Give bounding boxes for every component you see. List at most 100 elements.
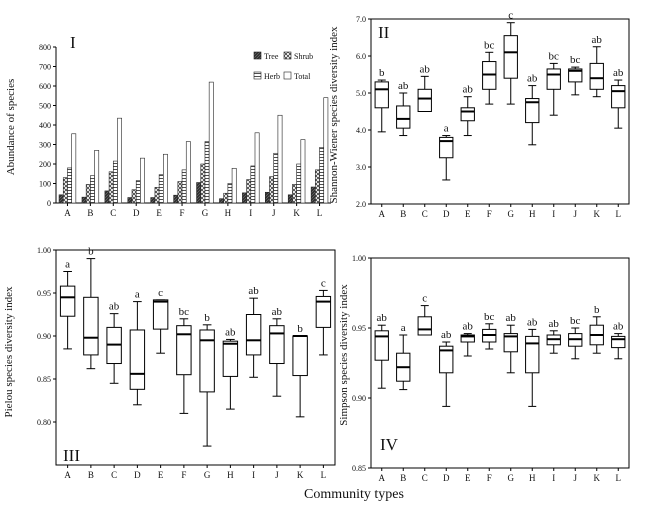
x-tick-label: I (552, 209, 555, 219)
bar-herb-F (181, 169, 187, 204)
x-tick-label: H (225, 208, 232, 218)
significance-label-C: c (422, 293, 427, 305)
x-tick-label: C (111, 470, 117, 480)
x-tick-label: H (227, 470, 234, 480)
x-tick-label: B (88, 470, 94, 480)
box-E (460, 107, 475, 122)
bar-shrub-D (131, 189, 137, 204)
plot-frame (55, 249, 336, 466)
y-tick-label: 500 (39, 102, 51, 111)
y-tick-label: 0.90 (352, 394, 366, 403)
box-B (83, 296, 99, 356)
bar-total-H (231, 167, 237, 204)
bar-shrub-F (177, 181, 183, 204)
bar-total-K (300, 139, 306, 204)
x-tick-label: L (616, 473, 622, 483)
box-K (292, 335, 308, 377)
figure-x-axis-label: Community types (304, 487, 404, 502)
y-tick-label: 3.0 (356, 163, 366, 172)
x-tick-label: A (64, 208, 71, 218)
x-tick-label: D (134, 470, 141, 480)
bar-total-I (254, 132, 260, 204)
panel-label-II: II (378, 23, 390, 42)
significance-label-C: ab (109, 301, 120, 313)
x-tick-label: I (552, 473, 555, 483)
significance-label-B: b (88, 246, 94, 258)
box-J (568, 68, 583, 83)
x-tick-label: I (249, 208, 252, 218)
y-tick-label: 0.80 (37, 418, 51, 427)
bar-shrub-J (269, 176, 275, 204)
bar-tree-B (81, 196, 87, 204)
box-A (374, 330, 389, 361)
y-tick-label: 2.0 (356, 200, 366, 209)
x-tick-label: E (158, 470, 164, 480)
y-axis-label-I: Abundance of species (5, 79, 17, 176)
box-G (503, 35, 518, 79)
x-tick-label: B (400, 209, 406, 219)
significance-label-A: ab (377, 312, 388, 324)
panel-label-IV: IV (380, 435, 399, 454)
bar-tree-K (287, 194, 293, 204)
y-tick-label: 6.0 (356, 52, 366, 61)
significance-label-K: ab (592, 34, 603, 46)
y-axis-label-II: Shannon-Wiener species diversity index (328, 26, 340, 204)
bar-shrub-B (85, 184, 91, 204)
y-tick-label: 0 (47, 199, 51, 208)
x-tick-label: G (204, 470, 211, 480)
box-L (611, 85, 626, 109)
x-tick-label: D (443, 209, 450, 219)
bar-tree-L (310, 186, 316, 204)
significance-label-E: c (158, 287, 163, 299)
legend-label-shrub: Shrub (294, 52, 313, 61)
x-tick-label: H (529, 209, 536, 219)
significance-label-J: ab (272, 306, 283, 318)
significance-label-F: bc (179, 306, 190, 318)
bar-herb-K (296, 163, 302, 204)
bar-shrub-A (62, 177, 68, 204)
y-tick-label: 400 (39, 121, 51, 130)
bar-herb-J (273, 152, 279, 204)
significance-label-D: ab (441, 329, 452, 341)
box-D (439, 136, 454, 159)
box-B (396, 105, 411, 129)
bar-shrub-K (292, 184, 297, 204)
bar-tree-H (219, 198, 224, 204)
bar-total-D (140, 157, 145, 204)
x-tick-label: B (400, 473, 406, 483)
significance-label-B: ab (398, 80, 409, 92)
bar-tree-I (242, 192, 247, 204)
significance-label-L: ab (613, 67, 624, 79)
x-tick-label: G (508, 209, 515, 219)
bar-herb-L (319, 147, 325, 204)
x-tick-label: E (465, 209, 471, 219)
bar-tree-A (58, 194, 64, 204)
plot-frame (370, 18, 630, 205)
significance-label-J: bc (570, 54, 581, 66)
bar-herb-G (204, 141, 210, 204)
significance-label-F: bc (484, 311, 495, 323)
bar-tree-G (196, 182, 202, 204)
x-tick-label: A (64, 470, 71, 480)
box-L (611, 335, 626, 349)
x-tick-label: C (110, 208, 116, 218)
box-K (589, 62, 604, 90)
x-tick-label: G (508, 473, 515, 483)
x-tick-label: H (529, 473, 536, 483)
significance-label-L: c (321, 277, 326, 289)
bar-herb-H (227, 183, 233, 204)
bar-tree-F (173, 194, 179, 204)
bar-tree-C (104, 190, 110, 204)
bar-shrub-G (200, 163, 206, 204)
significance-label-K: b (297, 323, 303, 335)
y-tick-label: 200 (39, 160, 51, 169)
bar-tree-E (150, 197, 156, 204)
significance-label-H: ab (527, 73, 538, 85)
x-tick-label: J (272, 208, 276, 218)
legend-label-tree: Tree (264, 52, 279, 61)
x-tick-label: E (156, 208, 162, 218)
legend-label-herb: Herb (264, 72, 280, 81)
x-tick-label: K (293, 208, 300, 218)
box-I (245, 314, 262, 356)
y-tick-label: 0.85 (37, 375, 51, 384)
